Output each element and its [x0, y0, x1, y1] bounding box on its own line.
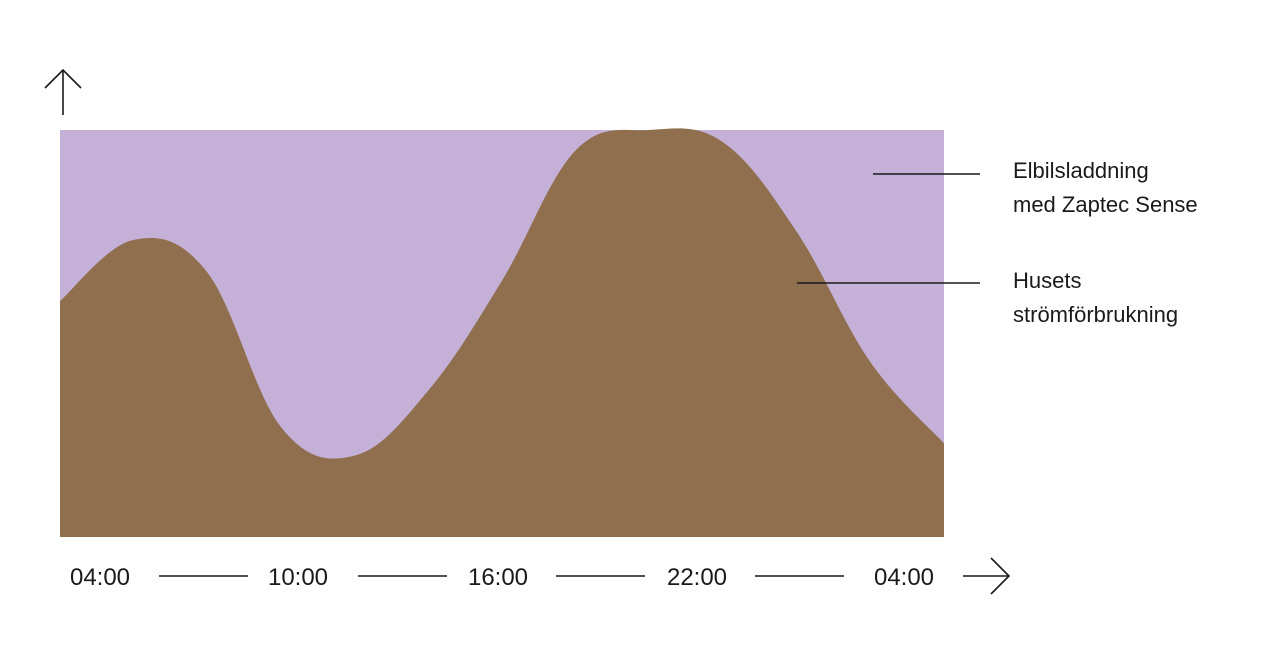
x-axis-ticks: 04:00 10:00 16:00 22:00 04:00 — [70, 564, 934, 591]
plot-area — [60, 128, 944, 537]
legend-label: Elbilsladdning — [1013, 158, 1149, 183]
axes — [44, 68, 1011, 595]
legend-label: med Zaptec Sense — [1013, 192, 1198, 217]
legend-label: strömförbrukning — [1013, 302, 1178, 327]
y-axis-arrow-icon — [44, 68, 82, 115]
x-tick-label: 16:00 — [468, 564, 528, 591]
x-axis-arrow-icon — [963, 557, 1011, 595]
x-tick-label: 04:00 — [874, 564, 934, 591]
legend: Elbilsladdning med Zaptec Sense Husets strö… — [797, 158, 1198, 327]
legend-label: Husets — [1013, 268, 1081, 293]
area-series-house-consumption — [60, 128, 944, 537]
x-tick-label: 04:00 — [70, 564, 130, 591]
x-tick-label: 10:00 — [268, 564, 328, 591]
legend-item: Elbilsladdning med Zaptec Sense — [873, 158, 1198, 217]
legend-item: Husets strömförbrukning — [797, 268, 1178, 327]
x-tick-label: 22:00 — [667, 564, 727, 591]
